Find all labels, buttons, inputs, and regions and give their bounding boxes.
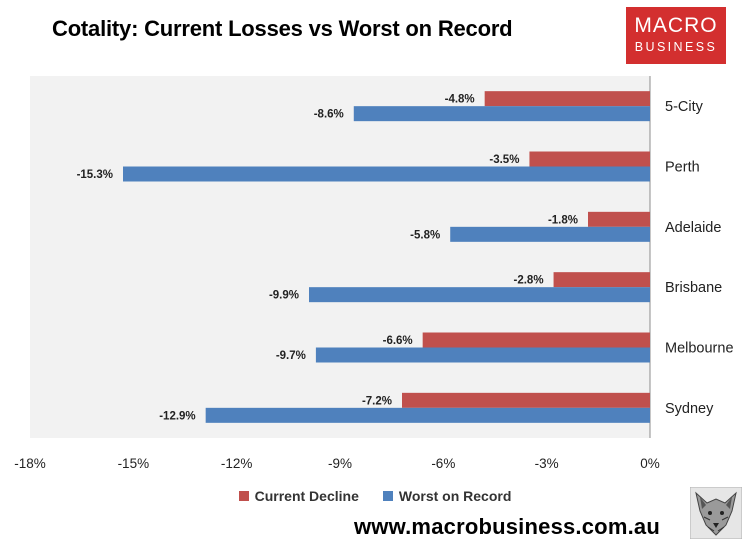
legend-item-worst: Worst on Record <box>382 488 512 504</box>
data-label-worst-sydney: -12.9% <box>159 410 195 422</box>
data-labels-group: -4.8% -8.6% -3.5% -15.3% -1.8% -5.8% -2.8% -9.9… <box>77 94 578 423</box>
data-label-worst-adelaide: -5.8% <box>410 229 440 241</box>
category-label-5-city: 5-City <box>665 99 704 115</box>
bar-worst-brisbane <box>309 287 650 303</box>
bar-worst-5-city <box>353 106 650 122</box>
bar-worst-perth <box>123 166 650 182</box>
data-label-current-brisbane: -2.8% <box>514 275 544 287</box>
legend-swatch-current <box>238 491 249 501</box>
macrobusiness-logo: MACRO BUSINESS <box>626 7 726 64</box>
bar-worst-sydney <box>205 407 650 423</box>
category-label-sydney: Sydney <box>665 401 714 417</box>
x-tick-label: -15% <box>118 456 150 471</box>
data-label-worst-5-city: -8.6% <box>314 109 344 121</box>
x-tick-label: -9% <box>328 456 352 471</box>
wolf-logo-icon <box>690 487 742 539</box>
data-label-current-adelaide: -1.8% <box>548 214 578 226</box>
bar-worst-adelaide <box>450 226 650 242</box>
category-label-perth: Perth <box>665 160 700 176</box>
legend-label-worst: Worst on Record <box>398 488 512 504</box>
category-label-melbourne: Melbourne <box>665 341 734 357</box>
website-url: www.macrobusiness.com.au <box>354 514 660 539</box>
x-tick-label: -3% <box>535 456 559 471</box>
data-label-worst-melbourne: -9.7% <box>276 350 306 362</box>
x-tick-label: -6% <box>431 456 455 471</box>
category-label-brisbane: Brisbane <box>665 280 722 296</box>
bar-current-adelaide <box>588 211 650 227</box>
x-tick-labels-group: -18% -15% -12% -9% -6% -3% 0% <box>14 456 660 471</box>
x-tick-label: -18% <box>14 456 46 471</box>
x-tick-label: 0% <box>640 456 660 471</box>
bar-current-melbourne <box>422 332 650 348</box>
bar-current-5-city <box>484 91 650 107</box>
logo-line2: BUSINESS <box>634 40 718 54</box>
bar-worst-melbourne <box>315 347 650 363</box>
bar-current-sydney <box>402 392 650 408</box>
legend-item-current: Current Decline <box>238 488 359 504</box>
bar-current-brisbane <box>553 272 650 288</box>
data-label-worst-perth: -15.3% <box>77 169 113 181</box>
data-label-current-perth: -3.5% <box>489 154 519 166</box>
bar-chart: -4.8% -8.6% -3.5% -15.3% -1.8% -5.8% -2.8% -9.9… <box>14 76 734 471</box>
category-labels-group: 5-City Perth Adelaide Brisbane Melbourne Sydn… <box>665 99 734 417</box>
bars-group <box>123 91 650 423</box>
legend-label-current: Current Decline <box>254 488 359 504</box>
chart-title: Cotality: Current Losses vs Worst on Rec… <box>52 16 513 41</box>
data-label-current-melbourne: -6.6% <box>383 335 413 347</box>
category-label-adelaide: Adelaide <box>665 220 721 236</box>
legend: Current Decline Worst on Record <box>0 488 750 504</box>
data-label-current-5-city: -4.8% <box>445 94 475 106</box>
bar-current-perth <box>529 151 650 167</box>
x-tick-label: -12% <box>221 456 253 471</box>
data-label-worst-brisbane: -9.9% <box>269 290 299 302</box>
legend-swatch-worst <box>382 491 393 501</box>
data-label-current-sydney: -7.2% <box>362 395 392 407</box>
logo-line1: MACRO <box>634 14 718 37</box>
plot-area <box>30 76 650 438</box>
